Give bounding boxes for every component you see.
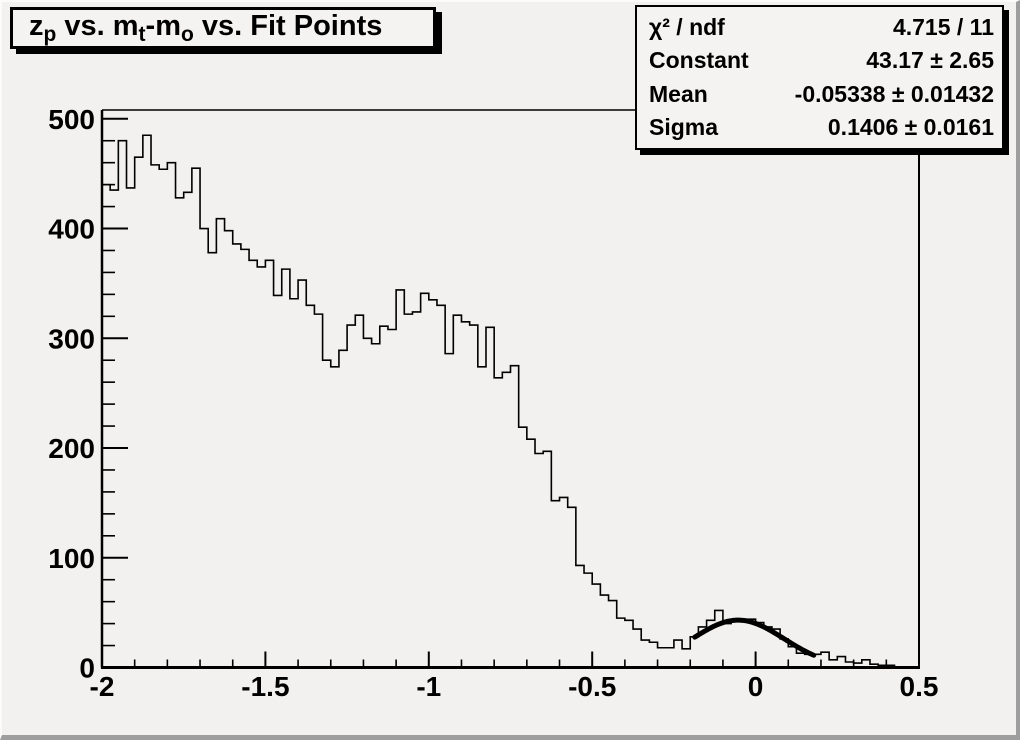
stats-row: Sigma 0.1406 ± 0.0161 — [649, 113, 994, 140]
x-tick-label: 0 — [748, 671, 764, 702]
x-tick-label: 0.5 — [900, 671, 939, 702]
stats-label: Sigma — [649, 113, 719, 140]
y-tick-label: 300 — [48, 323, 95, 354]
x-tick-label: -1.5 — [241, 671, 289, 702]
y-tick-label: 500 — [48, 104, 95, 135]
stats-label: Mean — [649, 80, 708, 107]
y-tick-label: 0 — [79, 653, 95, 684]
x-tick-label: -2 — [90, 671, 115, 702]
stats-value: -0.05338 ± 0.01432 — [794, 80, 994, 107]
stats-value: 0.1406 ± 0.0161 — [827, 113, 994, 140]
stats-value: 43.17 ± 2.65 — [866, 47, 994, 74]
fit-curve — [692, 617, 817, 658]
stats-row: χ² / ndf 4.715 / 11 — [649, 16, 994, 39]
stats-value: 4.715 / 11 — [892, 14, 994, 41]
stats-label: Constant — [649, 47, 749, 74]
histogram-line — [102, 134, 919, 669]
x-tick-label: -0.5 — [568, 671, 616, 702]
stats-label: χ² / ndf — [649, 14, 725, 41]
y-tick-label: 400 — [48, 214, 95, 245]
stats-box: χ² / ndf 4.715 / 11 Constant 43.17 ± 2.6… — [635, 5, 1004, 150]
y-tick-label: 200 — [48, 433, 95, 464]
stats-row: Mean -0.05338 ± 0.01432 — [649, 80, 994, 107]
plot-title: zp vs. mt-mo vs. Fit Points — [29, 9, 383, 46]
stats-row: Constant 43.17 ± 2.65 — [649, 49, 994, 72]
x-tick-label: -1 — [416, 671, 441, 702]
y-tick-label: 100 — [48, 543, 95, 574]
title-box: zp vs. mt-mo vs. Fit Points — [10, 7, 436, 49]
